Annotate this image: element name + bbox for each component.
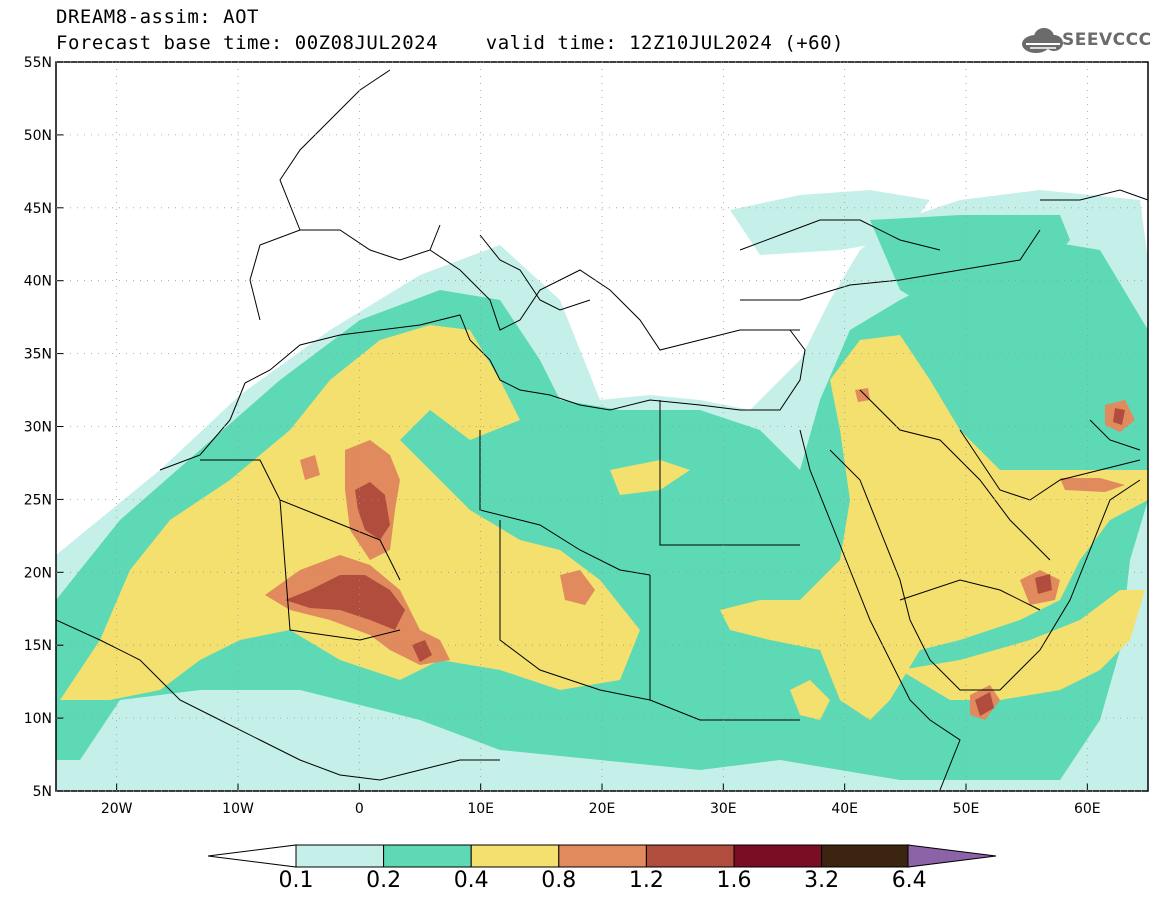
- lon-label: 40E: [831, 801, 858, 817]
- longitude-axis: 20W 10W 0 10E 20E 30E 40E 50E 60E: [101, 62, 1101, 817]
- colorbar-label: 6.4: [891, 868, 927, 893]
- lat-label: 40N: [24, 274, 52, 290]
- logo-text: SEEVCCC: [1062, 30, 1152, 50]
- seevccc-logo: [1022, 28, 1063, 53]
- lon-label: 30E: [710, 801, 737, 817]
- colorbar-segment: [295, 844, 385, 868]
- colorbar-upper-arrow: [907, 844, 997, 868]
- colorbar-label: 0.2: [366, 868, 402, 893]
- lat-label: 10N: [24, 711, 52, 727]
- lat-label: 25N: [24, 492, 52, 508]
- colorbar-label: 1.6: [716, 868, 752, 893]
- colorbar-label: 0.4: [453, 868, 489, 893]
- colorbar-segment: [558, 844, 647, 868]
- colorbar-segment: [383, 844, 472, 868]
- latitude-axis: 55N 50N 45N 40N 35N 30N 25N 20N 15N 10N 5N: [24, 55, 1148, 800]
- coastlines: [56, 69, 1148, 791]
- lon-label: 0: [355, 801, 364, 817]
- lat-label: 35N: [24, 347, 52, 363]
- colorbar-segment: [821, 844, 910, 868]
- colorbar-segment: [470, 844, 560, 868]
- cloud-icon: [1022, 28, 1063, 53]
- lat-label: 55N: [24, 55, 52, 71]
- lon-label: 50E: [953, 801, 980, 817]
- lat-label: 5N: [33, 784, 52, 800]
- lat-label: 50N: [24, 128, 52, 144]
- colorbar-label: 0.1: [278, 868, 314, 893]
- colorbar-label: 3.2: [804, 868, 840, 893]
- colorbar-label: 0.8: [541, 868, 577, 893]
- lat-label: 20N: [24, 565, 52, 581]
- lon-label: 10E: [467, 801, 494, 817]
- forecast-time-line: Forecast base time: 00Z08JUL2024 valid t…: [56, 32, 844, 54]
- lon-label: 10W: [222, 801, 254, 817]
- map-title: DREAM8-assim: AOT: [56, 6, 259, 28]
- lat-label: 45N: [24, 201, 52, 217]
- lon-label: 20E: [589, 801, 616, 817]
- colorbar: [207, 844, 997, 868]
- lat-label: 30N: [24, 420, 52, 436]
- colorbar-segment: [645, 844, 735, 868]
- lon-label: 60E: [1074, 801, 1101, 817]
- lat-label: 15N: [24, 638, 52, 654]
- colorbar-lower-arrow: [207, 844, 297, 868]
- colorbar-segment: [733, 844, 823, 868]
- lon-label: 20W: [101, 801, 133, 817]
- colorbar-label: 1.2: [628, 868, 664, 893]
